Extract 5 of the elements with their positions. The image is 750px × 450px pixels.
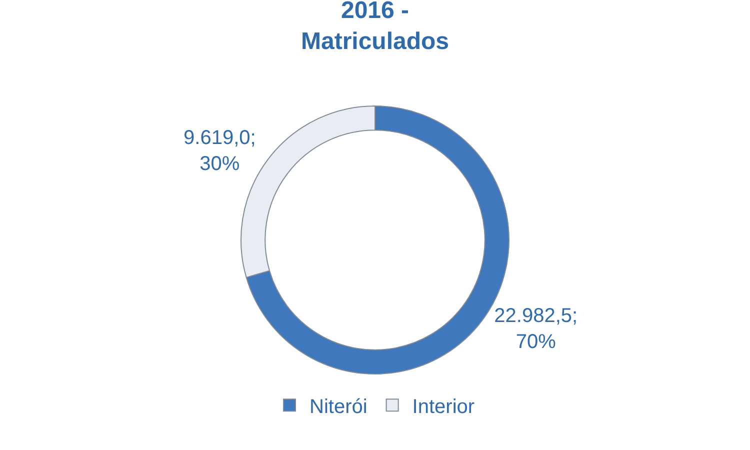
legend-label: Interior (412, 396, 475, 418)
data-label: 22.982,5; 70% (494, 305, 578, 354)
legend-label: Niterói (310, 396, 368, 418)
chart-title: 2016 - Matriculados (300, 0, 450, 56)
data-label: 9.619,0; 30% (184, 126, 256, 175)
